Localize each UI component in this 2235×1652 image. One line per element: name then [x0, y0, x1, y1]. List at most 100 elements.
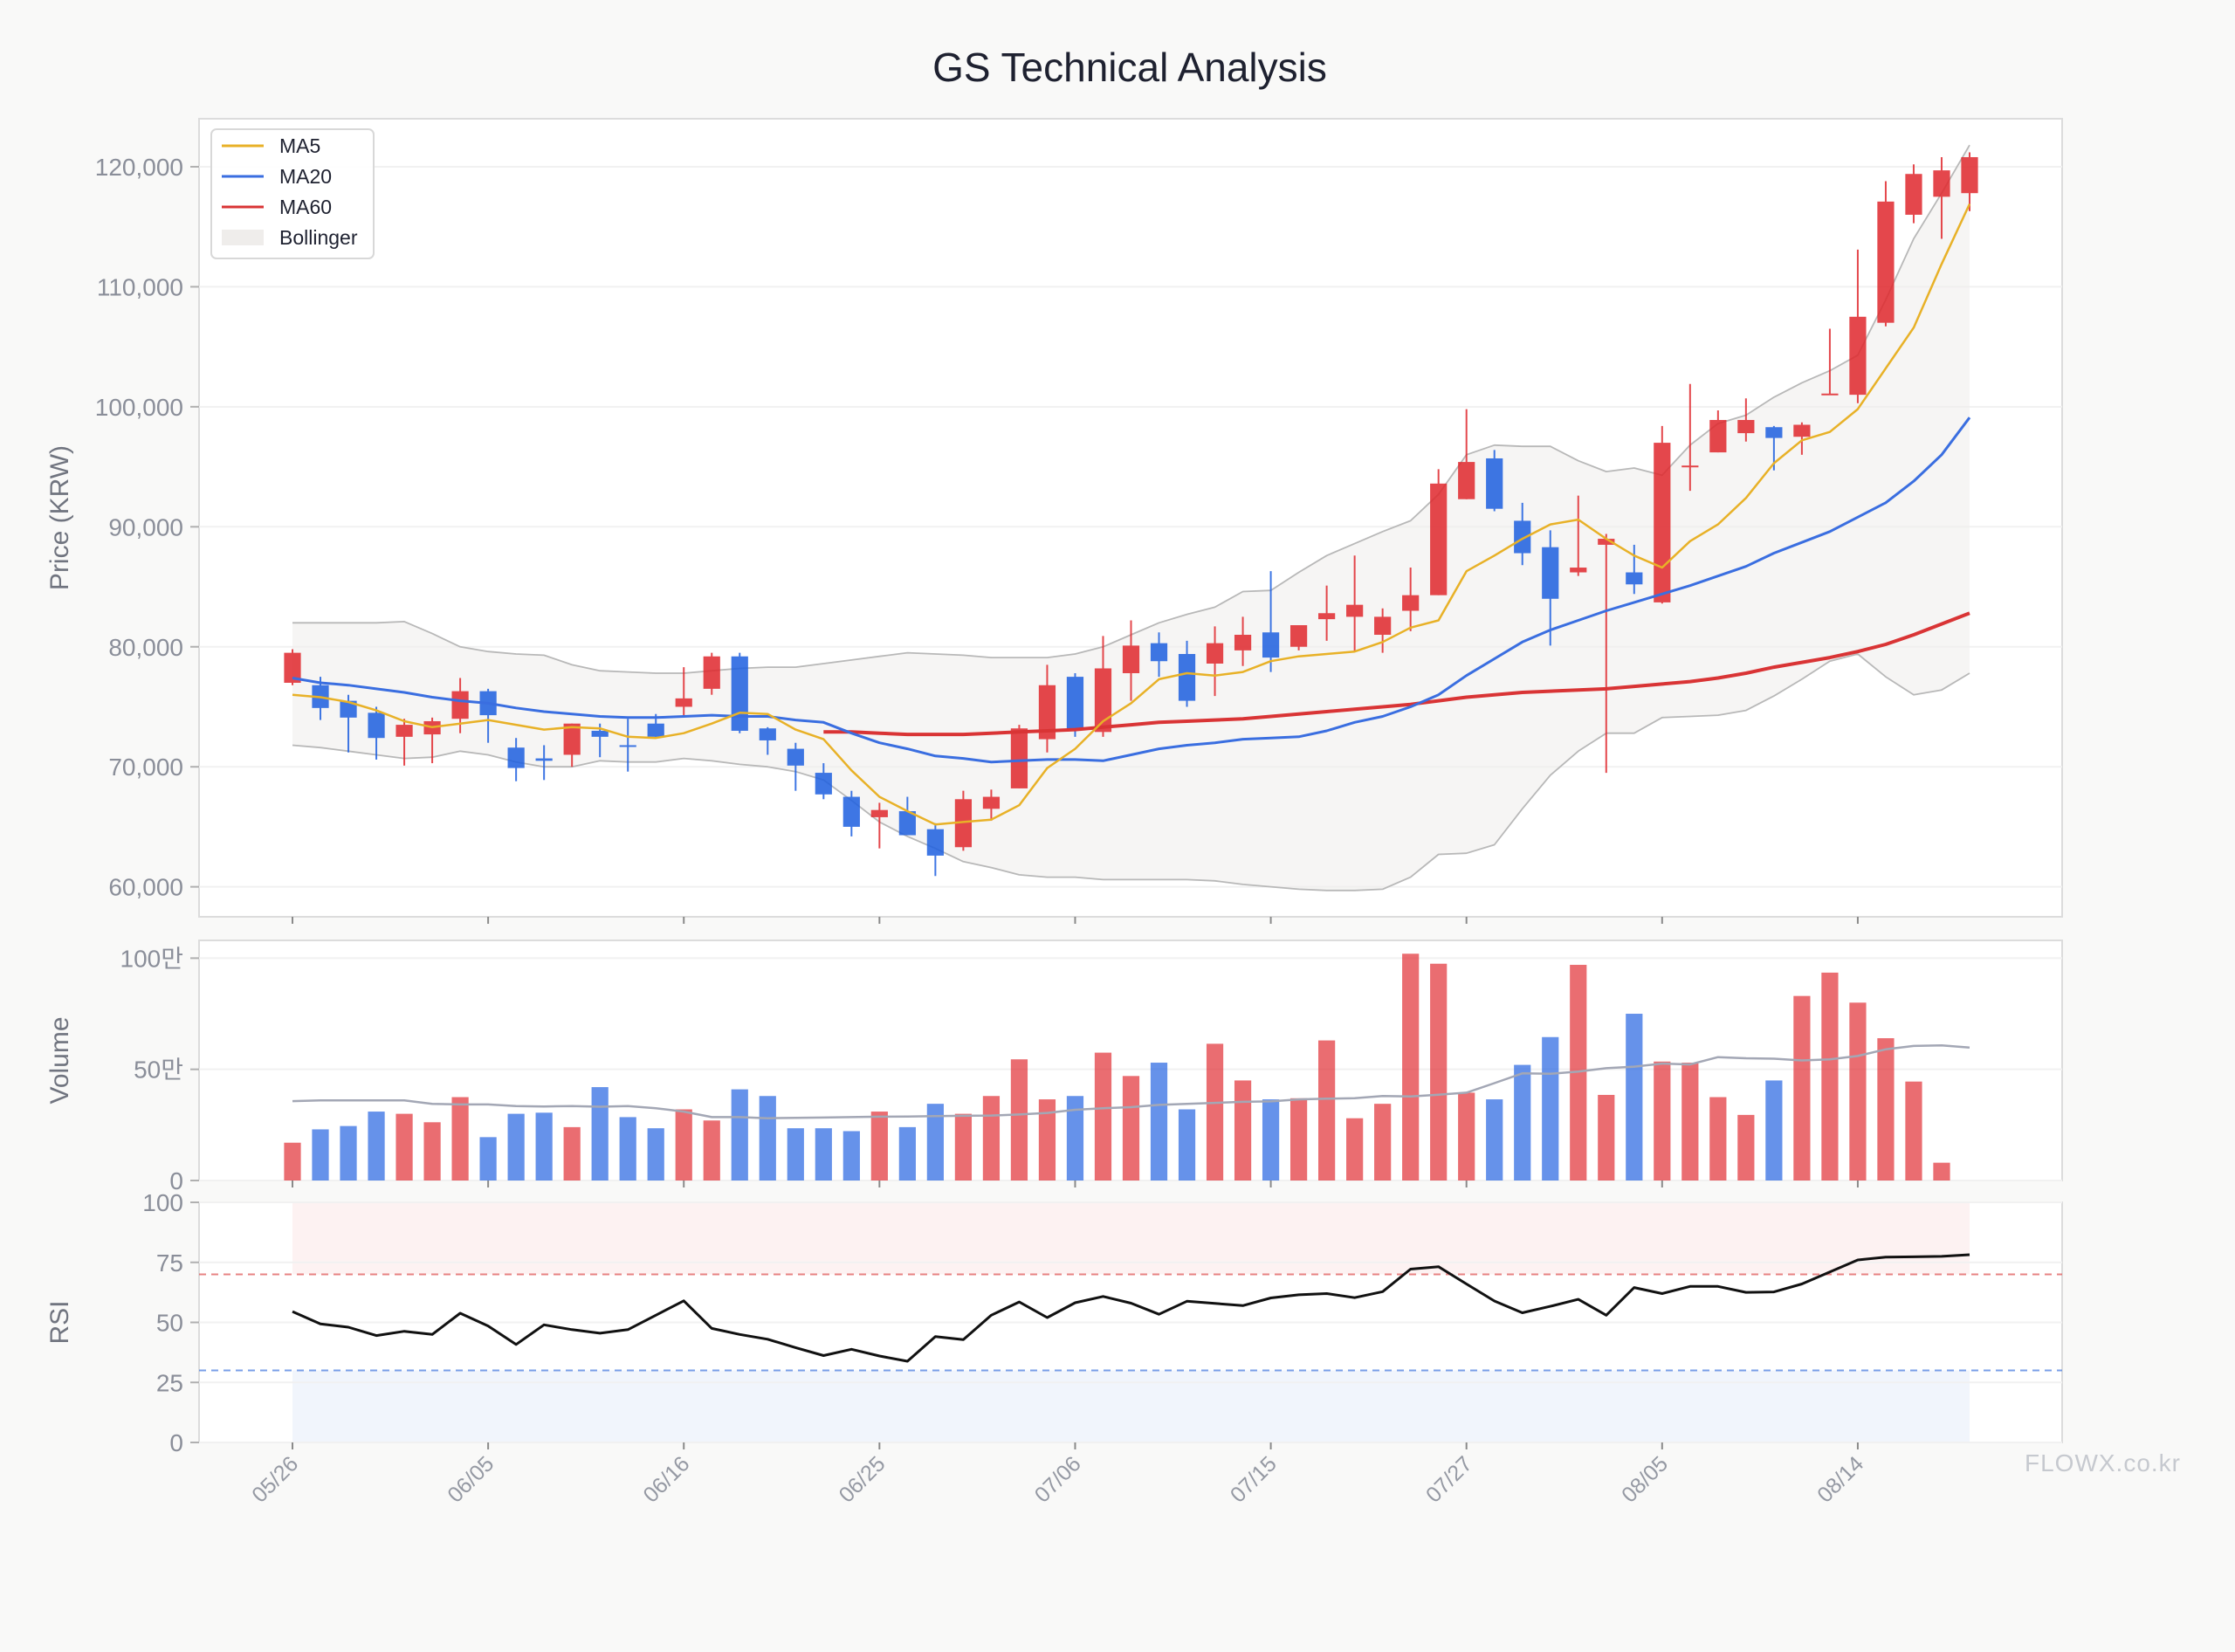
- candle: [1877, 181, 1895, 327]
- date-tick-label: 07/06: [1030, 1451, 1086, 1507]
- candle-body: [451, 691, 469, 719]
- candle-body: [507, 747, 525, 768]
- candle-body: [787, 748, 804, 766]
- volume-bar: [451, 1097, 469, 1180]
- candle-body: [1765, 427, 1783, 438]
- volume-bar: [507, 1113, 525, 1180]
- price_panel-ytick-label: 80,000: [108, 634, 183, 661]
- volume-bar: [1346, 1118, 1364, 1180]
- candle-body: [1542, 547, 1559, 599]
- volume-bar: [1374, 1104, 1392, 1180]
- candle: [1150, 632, 1168, 678]
- candle: [1262, 571, 1280, 672]
- volume-bar: [1933, 1162, 1950, 1180]
- legend-label: MA5: [279, 134, 320, 157]
- volume-bar: [1178, 1109, 1196, 1180]
- candle: [1206, 626, 1224, 697]
- date-tick-label: 05/26: [247, 1451, 303, 1507]
- candle: [870, 802, 888, 849]
- volume-bar: [1458, 1092, 1475, 1180]
- volume-bar: [619, 1117, 636, 1180]
- candle: [1289, 625, 1308, 650]
- candle: [787, 742, 804, 791]
- candle-body: [1458, 462, 1475, 499]
- candle-body: [815, 773, 832, 795]
- candle-body: [1374, 616, 1392, 636]
- volume-bar: [1570, 965, 1587, 1180]
- volume-bar: [703, 1120, 720, 1180]
- volume_panel-ytick-label: 0: [169, 1167, 183, 1194]
- volume_panel-ytick-label: 100만: [120, 945, 183, 972]
- candle-body: [731, 656, 748, 731]
- candle-body: [842, 796, 860, 827]
- bollinger-band-fill: [292, 145, 1970, 891]
- date-tick-label: 06/05: [443, 1451, 499, 1507]
- volume-bar: [1849, 1002, 1867, 1180]
- candle: [926, 823, 944, 877]
- candle: [1066, 672, 1084, 737]
- candle-body: [1681, 465, 1699, 468]
- volume-bar: [1430, 963, 1448, 1180]
- candle: [1598, 533, 1615, 774]
- candle-body: [1709, 419, 1727, 453]
- candle-body: [1486, 458, 1503, 509]
- volume-bar: [954, 1113, 973, 1180]
- volume-panel: 0 50만 100만 Volume: [45, 940, 2063, 1194]
- volume-bar: [423, 1122, 441, 1180]
- candle-body: [675, 698, 692, 707]
- candle: [563, 723, 581, 767]
- candle-body: [1289, 625, 1308, 647]
- candle: [815, 763, 832, 800]
- candle: [1849, 249, 1867, 403]
- volume_panel-ylabel: Volume: [45, 1016, 74, 1104]
- ma5-line: [292, 203, 1971, 826]
- candle: [1038, 664, 1056, 753]
- chart-title: GS Technical Analysis: [932, 45, 1327, 90]
- legend-label: MA20: [279, 165, 332, 188]
- candle: [759, 726, 776, 755]
- rsi_panel-ytick-label: 75: [156, 1249, 183, 1277]
- rsi_panel-ytick-label: 25: [156, 1369, 183, 1396]
- candle-body: [1066, 677, 1084, 729]
- candle-body: [1821, 393, 1839, 396]
- candle-body: [1514, 520, 1531, 554]
- volume-bar: [1765, 1080, 1783, 1180]
- candle-body: [591, 730, 609, 737]
- candle: [1318, 585, 1336, 641]
- volume-bar: [535, 1112, 553, 1180]
- legend-label: MA60: [279, 196, 332, 218]
- candle: [1681, 383, 1699, 492]
- legend-swatch-bollinger: [222, 230, 264, 245]
- bollinger-lower-line: [292, 653, 1970, 891]
- candle-body: [1150, 643, 1168, 662]
- volume-bar: [1289, 1098, 1308, 1180]
- candle-body: [535, 758, 553, 761]
- volume-bar: [312, 1129, 329, 1180]
- candle: [395, 719, 413, 766]
- volume-bar: [1206, 1043, 1224, 1180]
- candle-body: [1626, 572, 1643, 585]
- candle: [1961, 152, 1978, 211]
- candle: [1346, 555, 1364, 652]
- date-tick-label: 06/25: [835, 1451, 891, 1507]
- volume-bar: [1262, 1099, 1280, 1180]
- volume-bar: [787, 1128, 804, 1180]
- volume-bar: [759, 1096, 776, 1180]
- price-legend: MA5 MA20 MA60 Bollinger: [210, 128, 375, 259]
- volume-bar: [1877, 1038, 1895, 1180]
- candle: [1542, 530, 1559, 646]
- candle-body: [1737, 419, 1755, 434]
- volume-bar: [340, 1125, 357, 1180]
- candle: [731, 652, 748, 733]
- volume-bar: [1066, 1096, 1084, 1180]
- candle-body: [1961, 156, 1978, 194]
- candle-body: [1430, 483, 1448, 595]
- candle: [898, 796, 916, 836]
- volume-bar: [1681, 1063, 1699, 1180]
- candle-body: [898, 811, 916, 836]
- ma60-line: [823, 611, 1970, 737]
- date-tick-label: 07/15: [1226, 1451, 1282, 1507]
- date-tick-label: 08/05: [1617, 1451, 1673, 1507]
- candle-body: [1598, 539, 1615, 545]
